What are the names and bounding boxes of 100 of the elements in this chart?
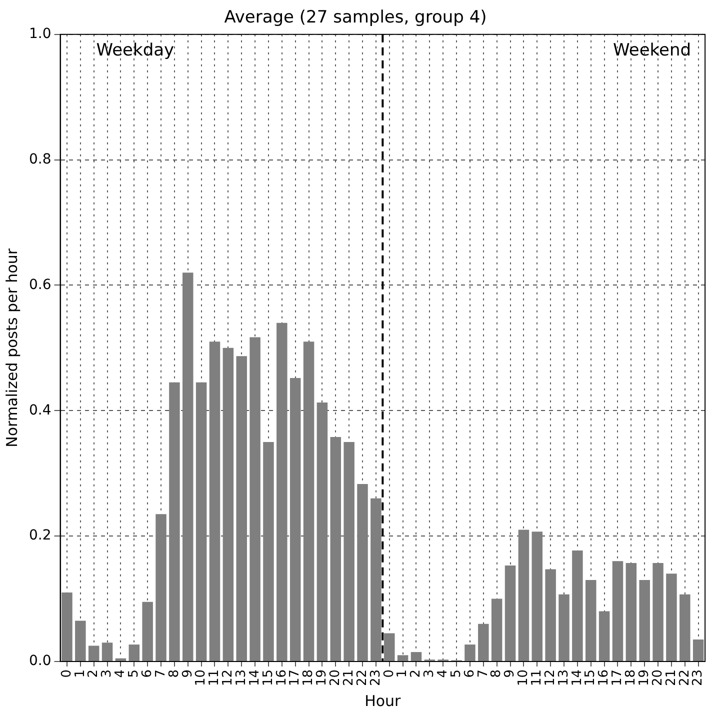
x-tick-label: 5 [126, 669, 142, 678]
x-tick-label: 21 [664, 669, 679, 686]
x-tick-label: 12 [220, 669, 236, 686]
x-tick-label: 16 [274, 669, 290, 686]
x-tick-label: 19 [636, 669, 652, 686]
bar [586, 580, 596, 661]
bar [236, 356, 247, 661]
x-tick-label: 9 [502, 669, 518, 678]
x-tick-label: 10 [516, 669, 532, 686]
x-tick-label: 2 [86, 669, 102, 678]
bar [263, 442, 274, 661]
x-tick-label: 22 [677, 669, 692, 686]
bar [344, 442, 354, 661]
bar [558, 594, 570, 661]
x-tick-label: 14 [570, 669, 585, 686]
bar [128, 644, 140, 661]
x-tick-label: 8 [166, 669, 182, 678]
x-axis-title: Hour [364, 692, 402, 710]
bar [692, 640, 704, 661]
x-tick-label: 7 [476, 669, 491, 678]
x-tick-label: 11 [530, 669, 545, 686]
x-tick-label: 12 [542, 669, 558, 686]
bar [626, 563, 637, 661]
bar [680, 594, 690, 661]
x-tick-label: 18 [624, 669, 639, 686]
bar [652, 563, 664, 661]
x-tick-label: 20 [650, 669, 666, 686]
bar [504, 566, 516, 661]
x-tick-label: 16 [596, 669, 612, 686]
bar [250, 337, 260, 661]
x-tick-label: 13 [234, 669, 249, 686]
annotation: Weekday [96, 40, 174, 60]
bar [62, 592, 72, 661]
bar [666, 574, 677, 661]
x-tick-label: 3 [100, 669, 115, 678]
x-tick-label: 20 [328, 669, 344, 686]
x-tick-label: 21 [341, 669, 356, 686]
bar [464, 644, 476, 661]
bar [410, 652, 422, 661]
x-tick-label: 8 [489, 669, 504, 678]
bar [290, 378, 301, 661]
bar [88, 646, 100, 661]
bar [115, 658, 126, 661]
bar [276, 322, 288, 661]
y-tick-label: 1.0 [29, 26, 52, 42]
annotation: Weekend [613, 40, 692, 60]
x-tick-label: 13 [556, 669, 572, 686]
x-tick-label: 7 [153, 669, 168, 678]
x-tick-label: 23 [368, 669, 384, 686]
x-tick-label: 15 [260, 669, 276, 686]
x-tick-label: 17 [610, 669, 626, 686]
bar [102, 642, 113, 661]
x-tick-label: 1 [395, 669, 410, 678]
x-tick-label: 1 [72, 669, 88, 678]
bar [169, 382, 180, 661]
bar [478, 624, 489, 661]
bar [572, 550, 583, 661]
x-tick-label: 0 [59, 669, 74, 678]
bar [491, 598, 502, 661]
x-tick-label: 19 [314, 669, 330, 686]
x-tick-label: 4 [113, 669, 128, 678]
x-tick-label: 18 [301, 669, 316, 686]
bar [75, 620, 86, 661]
bar [384, 633, 395, 661]
bar [316, 402, 328, 661]
y-tick-label: 0.4 [29, 402, 52, 418]
x-tick-label: 3 [422, 669, 438, 678]
bar [196, 382, 207, 661]
bar [598, 611, 610, 661]
x-tick-label: 0 [382, 669, 397, 678]
bar [397, 655, 408, 661]
bar [518, 530, 530, 661]
bar [545, 569, 556, 661]
bar [303, 342, 314, 661]
x-tick-label: 6 [462, 669, 478, 678]
bar [142, 602, 153, 661]
chart-title: Average (27 samples, group 4) [224, 8, 487, 28]
y-tick-label: 0.6 [29, 276, 52, 293]
y-tick-label: 0.2 [29, 528, 52, 544]
x-tick-label: 22 [354, 669, 370, 686]
bar [330, 436, 342, 661]
x-tick-label: 9 [180, 669, 196, 678]
bar [209, 342, 220, 661]
y-tick-label: 0.0 [29, 653, 52, 670]
x-tick-label: 11 [207, 669, 222, 686]
bar [222, 348, 234, 661]
bar [612, 561, 624, 661]
bar [357, 484, 368, 661]
bar [370, 498, 382, 661]
bar [639, 580, 650, 661]
y-tick-label: 0.8 [29, 151, 52, 168]
x-tick-label: 23 [690, 669, 706, 686]
x-tick-label: 2 [408, 669, 424, 678]
y-axis-title: Normalized posts per hour [2, 248, 21, 448]
x-tick-label: 6 [140, 669, 155, 678]
x-tick-label: 15 [583, 669, 598, 686]
x-tick-label: 5 [448, 669, 464, 678]
x-tick-label: 14 [247, 669, 262, 686]
x-tick-label: 10 [194, 669, 209, 686]
bar [532, 532, 543, 661]
